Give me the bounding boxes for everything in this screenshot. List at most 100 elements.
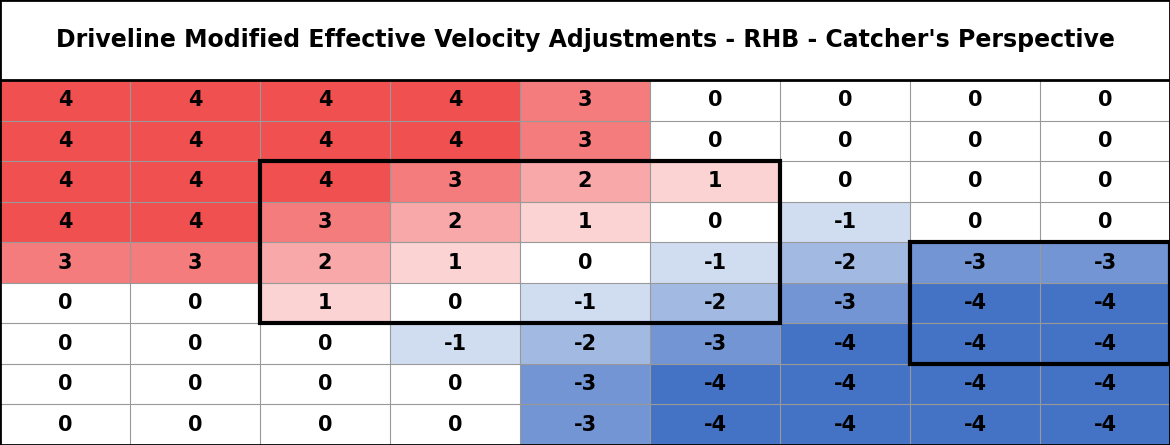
Bar: [1040, 80, 1170, 121]
Bar: [0, 324, 130, 364]
Bar: [130, 202, 260, 242]
Text: 0: 0: [57, 293, 73, 313]
Bar: [1040, 242, 1170, 283]
Bar: [0, 364, 130, 405]
Bar: [651, 161, 780, 202]
Text: 0: 0: [187, 374, 202, 394]
Bar: [130, 283, 260, 324]
Text: -4: -4: [963, 415, 986, 435]
Bar: [390, 283, 519, 324]
Bar: [390, 202, 519, 242]
Bar: [651, 80, 780, 121]
Text: 0: 0: [448, 374, 462, 394]
Bar: [0, 161, 130, 202]
Text: 4: 4: [318, 171, 332, 191]
Bar: [390, 405, 519, 445]
Text: -4: -4: [1094, 415, 1116, 435]
Bar: [910, 242, 1170, 364]
Bar: [260, 324, 390, 364]
Text: -2: -2: [573, 334, 597, 354]
Bar: [910, 324, 1040, 364]
Bar: [0, 242, 130, 283]
Bar: [780, 324, 910, 364]
Bar: [390, 364, 519, 405]
Text: 2: 2: [448, 212, 462, 232]
Bar: [780, 161, 910, 202]
Bar: [1040, 364, 1170, 405]
Bar: [260, 121, 390, 161]
Text: 0: 0: [708, 90, 722, 110]
Text: -1: -1: [443, 334, 467, 354]
Text: 4: 4: [57, 90, 73, 110]
Text: 2: 2: [578, 171, 592, 191]
Bar: [1040, 283, 1170, 324]
Text: -3: -3: [1094, 253, 1116, 272]
Text: -3: -3: [963, 253, 986, 272]
Bar: [780, 364, 910, 405]
Bar: [651, 121, 780, 161]
Bar: [1040, 161, 1170, 202]
Bar: [130, 405, 260, 445]
Text: 0: 0: [318, 374, 332, 394]
Text: 3: 3: [187, 253, 202, 272]
Text: 0: 0: [838, 171, 852, 191]
Text: 0: 0: [57, 334, 73, 354]
Text: 0: 0: [318, 334, 332, 354]
Bar: [0, 80, 130, 121]
Bar: [519, 242, 651, 283]
Text: -4: -4: [1094, 293, 1116, 313]
Bar: [780, 121, 910, 161]
Bar: [910, 364, 1040, 405]
Bar: [780, 242, 910, 283]
Text: 0: 0: [968, 90, 983, 110]
Text: 1: 1: [318, 293, 332, 313]
Bar: [130, 161, 260, 202]
Text: -2: -2: [703, 293, 727, 313]
Text: 3: 3: [578, 131, 592, 151]
Text: 1: 1: [578, 212, 592, 232]
Bar: [260, 242, 390, 283]
Text: 3: 3: [318, 212, 332, 232]
Bar: [130, 121, 260, 161]
Bar: [0, 405, 130, 445]
Text: 0: 0: [57, 374, 73, 394]
Text: Driveline Modified Effective Velocity Adjustments - RHB - Catcher's Perspective: Driveline Modified Effective Velocity Ad…: [55, 28, 1115, 52]
Text: 0: 0: [187, 334, 202, 354]
Text: 0: 0: [187, 415, 202, 435]
Bar: [780, 202, 910, 242]
Bar: [130, 324, 260, 364]
Bar: [651, 242, 780, 283]
Text: 0: 0: [187, 293, 202, 313]
Text: -4: -4: [703, 374, 727, 394]
Bar: [651, 405, 780, 445]
Text: 2: 2: [318, 253, 332, 272]
Text: 0: 0: [838, 90, 852, 110]
Bar: [390, 242, 519, 283]
Bar: [651, 202, 780, 242]
Text: -3: -3: [703, 334, 727, 354]
Text: -1: -1: [573, 293, 597, 313]
Text: -1: -1: [833, 212, 856, 232]
Bar: [260, 161, 390, 202]
Text: 4: 4: [318, 90, 332, 110]
Bar: [260, 161, 780, 324]
Text: 0: 0: [57, 415, 73, 435]
Bar: [651, 364, 780, 405]
Text: 4: 4: [187, 171, 202, 191]
Text: 1: 1: [708, 171, 722, 191]
Bar: [0, 202, 130, 242]
Bar: [519, 80, 651, 121]
Bar: [390, 161, 519, 202]
Bar: [780, 80, 910, 121]
Bar: [519, 202, 651, 242]
Bar: [780, 283, 910, 324]
Bar: [130, 242, 260, 283]
Text: -3: -3: [573, 374, 597, 394]
Text: -3: -3: [833, 293, 856, 313]
Text: 4: 4: [448, 131, 462, 151]
Text: -2: -2: [833, 253, 856, 272]
Text: 0: 0: [1097, 171, 1113, 191]
Text: 4: 4: [318, 131, 332, 151]
Bar: [651, 283, 780, 324]
Bar: [390, 80, 519, 121]
